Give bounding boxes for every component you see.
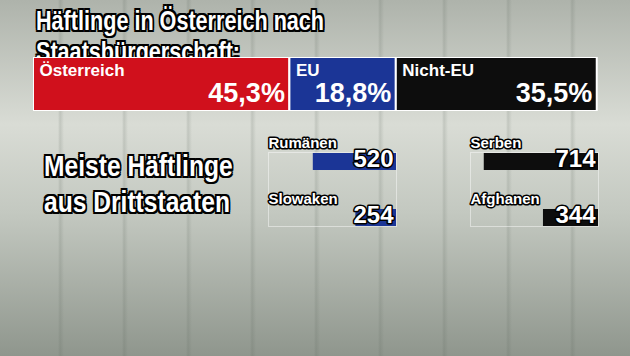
svg-text:Serben: Serben <box>471 134 522 151</box>
svg-text:EU: EU <box>296 61 320 80</box>
svg-text:714: 714 <box>555 145 596 172</box>
svg-text:Afghanen: Afghanen <box>471 190 540 207</box>
svg-text:Nicht-EU: Nicht-EU <box>402 61 474 80</box>
svg-text:Rumänen: Rumänen <box>269 134 337 151</box>
svg-text:520: 520 <box>353 145 393 172</box>
svg-text:254: 254 <box>353 201 394 228</box>
svg-text:18,8%: 18,8% <box>315 78 392 108</box>
svg-text:Österreich: Österreich <box>40 61 125 80</box>
svg-text:344: 344 <box>555 201 596 228</box>
svg-text:Slowaken: Slowaken <box>269 190 338 207</box>
svg-text:35,5%: 35,5% <box>516 78 593 108</box>
svg-text:45,3%: 45,3% <box>208 78 285 108</box>
